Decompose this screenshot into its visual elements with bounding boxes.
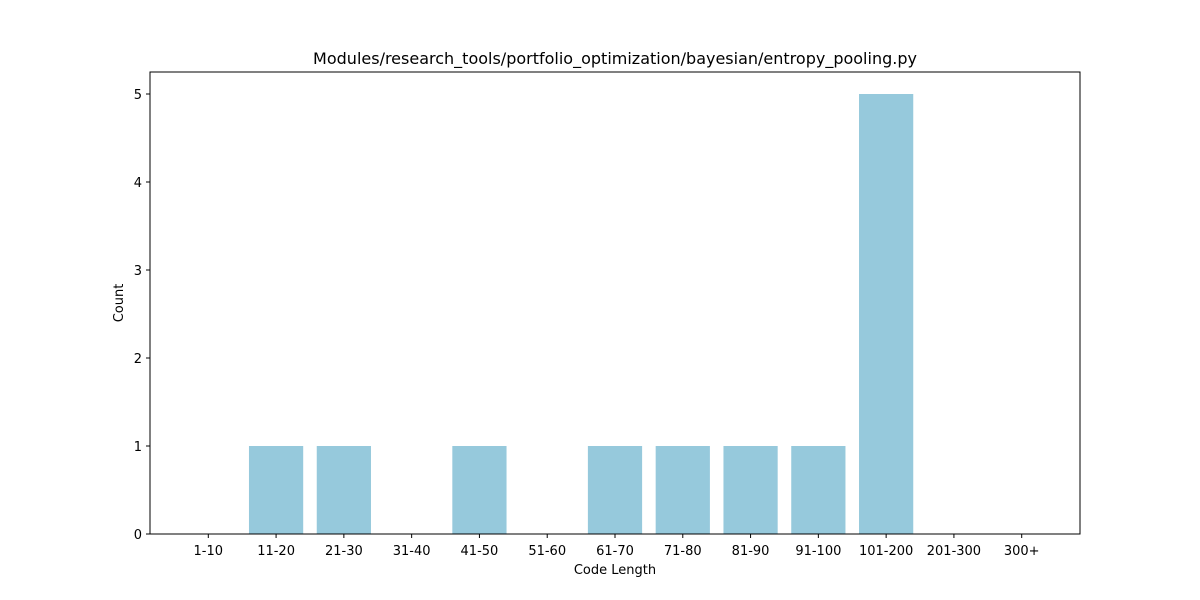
x-axis-label: Code Length bbox=[574, 563, 656, 578]
x-tick-label: 300+ bbox=[1004, 544, 1040, 559]
y-tick-label: 0 bbox=[134, 528, 142, 543]
bar-101-200 bbox=[859, 94, 914, 534]
y-tick-label: 2 bbox=[134, 352, 142, 367]
bar-71-80 bbox=[655, 446, 710, 534]
plot-frame bbox=[149, 71, 1081, 535]
x-tick-label: 31-40 bbox=[393, 544, 431, 559]
x-tick-label: 71-80 bbox=[664, 544, 702, 559]
x-tick-label: 81-90 bbox=[732, 544, 770, 559]
chart-title: Modules/research_tools/portfolio_optimiz… bbox=[313, 49, 917, 69]
x-tick-label: 101-200 bbox=[859, 544, 913, 559]
y-tick-label: 3 bbox=[134, 264, 142, 279]
x-tick-label: 41-50 bbox=[461, 544, 499, 559]
x-tick-label: 91-100 bbox=[795, 544, 841, 559]
x-tick-label: 21-30 bbox=[325, 544, 363, 559]
bar-91-100 bbox=[791, 446, 846, 534]
bar-61-70 bbox=[587, 446, 643, 534]
y-tick-label: 4 bbox=[134, 176, 142, 191]
bar-11-20 bbox=[248, 446, 304, 534]
bar-21-30 bbox=[316, 446, 371, 534]
y-tick-label: 1 bbox=[134, 440, 142, 455]
y-axis-label: Count bbox=[112, 284, 127, 323]
x-tick-label: 1-10 bbox=[194, 544, 224, 559]
bar-81-90 bbox=[723, 446, 778, 534]
bar-41-50 bbox=[452, 446, 507, 534]
x-axis-ticks: 1-10 11-20 21-30 31-40 41-50 51-60 61-70 71-80 8… bbox=[194, 534, 1040, 559]
x-tick-label: 51-60 bbox=[528, 544, 566, 559]
x-tick-label: 201-300 bbox=[927, 544, 981, 559]
y-tick-label: 5 bbox=[134, 88, 142, 103]
x-tick-label: 61-70 bbox=[596, 544, 634, 559]
x-tick-label: 11-20 bbox=[257, 544, 295, 559]
y-axis-ticks: 0 1 2 3 4 5 bbox=[134, 88, 150, 543]
bars-group bbox=[248, 94, 914, 534]
